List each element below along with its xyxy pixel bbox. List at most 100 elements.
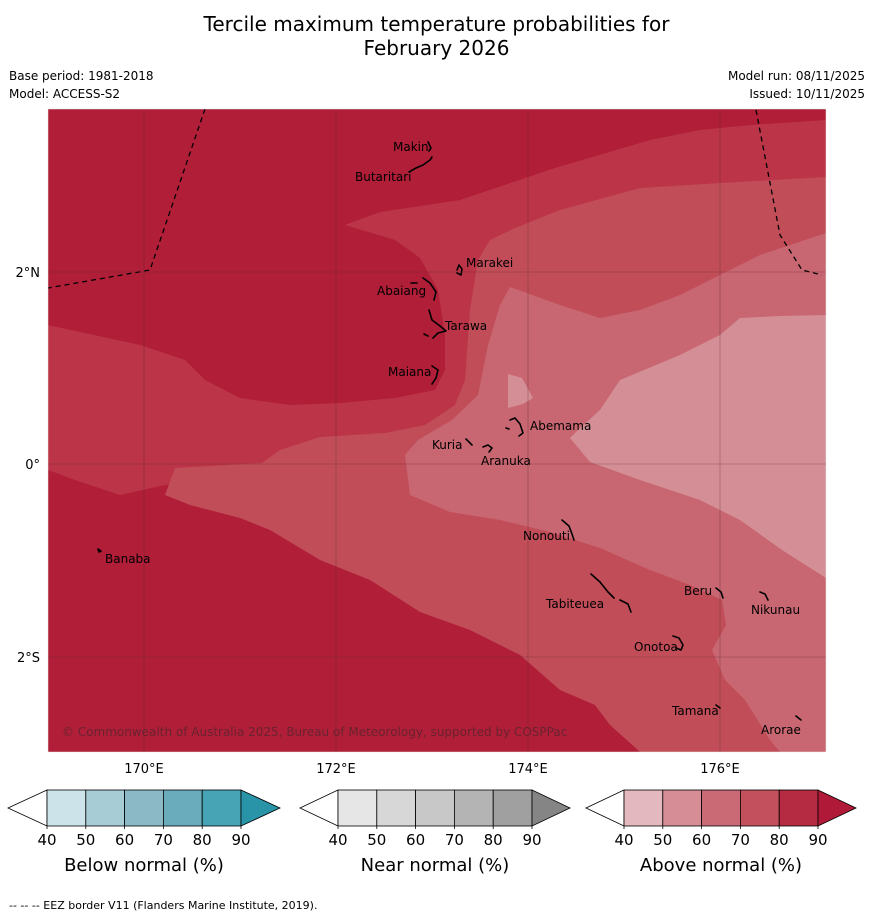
- island-outline-tarawa: [423, 309, 447, 339]
- colorbar-tick-label: 80: [770, 831, 789, 849]
- meta-left: Base period: 1981-2018 Model: ACCESS-S2: [9, 67, 154, 103]
- island-label-aranuka: Aranuka: [481, 454, 531, 468]
- island-outline-aranuka: [482, 444, 493, 453]
- issued-date: Issued: 10/11/2025: [749, 87, 865, 101]
- island-label-abemama: Abemama: [530, 419, 591, 433]
- meta-right: Model run: 08/11/2025 Issued: 10/11/2025: [728, 67, 865, 103]
- island-outline-tamana: [715, 704, 721, 709]
- colorbar-segment: [662, 789, 702, 827]
- colorbar-high-extension: [240, 789, 281, 827]
- colorbar-tick-label: 70: [445, 831, 464, 849]
- prob-band-50-east: [570, 315, 826, 578]
- colorbar-1: 40 50 60 70 80 90 Below normal (%): [7, 789, 281, 876]
- island-outline-maiana: [431, 365, 439, 385]
- island-label-maiana: Maiana: [388, 365, 431, 379]
- colorbar-low-extension: [585, 789, 625, 827]
- model-run: Model run: 08/11/2025: [727, 69, 865, 83]
- island-label-nikunau: Nikunau: [751, 603, 800, 617]
- eez-border: [48, 109, 823, 289]
- colorbar-tick-label: 70: [154, 831, 173, 849]
- colorbar-label: Above normal (%): [640, 855, 802, 876]
- colorbar-tick-label: 60: [115, 831, 134, 849]
- colorbar-tick-label: 60: [406, 831, 425, 849]
- colorbar-tick-label: 50: [367, 831, 386, 849]
- colorbar-2: 40 50 60 70 80 90 Near normal (%): [299, 789, 571, 876]
- latitude-labels: 2°N 0° 2°S: [16, 266, 41, 666]
- colorbar-segment: [337, 789, 378, 827]
- island-outline-abaiang: [410, 277, 437, 301]
- lat-tick-label: 2°S: [17, 651, 40, 666]
- lon-tick-label: 170°E: [124, 762, 164, 777]
- island-outline-tabiteuea: [590, 573, 632, 613]
- colorbar-tick-label: 50: [653, 831, 672, 849]
- colorbar-label: Below normal (%): [64, 855, 224, 876]
- island-label-makin: Makin: [393, 140, 429, 154]
- island-outline-beru: [715, 587, 724, 599]
- colorbar-tick-label: 90: [808, 831, 827, 849]
- island-outline-arorae: [795, 715, 802, 721]
- map-panel: [48, 109, 826, 752]
- graticule: [48, 109, 826, 752]
- island-label-onotoa: Onotoa: [634, 640, 678, 654]
- colorbar-segment: [85, 789, 126, 827]
- colorbar-tick-label: 80: [484, 831, 503, 849]
- prob-band-50-patch: [508, 374, 533, 408]
- legend-colorbars: 40 50 60 70 80 90 Below normal (%) 40 50 60 70 80 90…: [7, 789, 857, 876]
- lon-tick-label: 176°E: [700, 762, 740, 777]
- copyright-notice: © Commonwealth of Australia 2025, Bureau…: [62, 725, 567, 739]
- island-outline-kuria: [465, 438, 473, 446]
- island-label-banaba: Banaba: [105, 552, 151, 566]
- colorbar-segment: [162, 789, 203, 827]
- title-line-1: Tercile maximum temperature probabilitie…: [203, 12, 670, 36]
- colorbar-segment: [492, 789, 533, 827]
- colorbar-high-extension: [531, 789, 571, 827]
- colorbar-tick-label: 40: [37, 831, 56, 849]
- island-label-tamana: Tamana: [671, 704, 719, 718]
- colorbar-segment: [453, 789, 494, 827]
- colorbar-tick-label: 90: [231, 831, 250, 849]
- base-period: Base period: 1981-2018: [9, 69, 154, 83]
- colorbar-high-extension: [817, 789, 857, 827]
- island-label-tarawa: Tarawa: [444, 319, 487, 333]
- colorbar-tick-label: 90: [522, 831, 541, 849]
- colorbar-tick-label: 40: [614, 831, 633, 849]
- map-frame: [47, 108, 827, 753]
- island-label-marakei: Marakei: [466, 256, 513, 270]
- island-outline-nikunau: [759, 591, 769, 601]
- island-features: Makin Butaritari Marakei Abaiang Tarawa Maian…: [97, 140, 802, 737]
- island-label-abaiang: Abaiang: [377, 284, 426, 298]
- colorbar-tick-label: 60: [692, 831, 711, 849]
- colorbar-tick-label: 40: [328, 831, 347, 849]
- island-outline-butaritari: [408, 156, 433, 173]
- colorbar-segment: [201, 789, 242, 827]
- island-label-kuria: Kuria: [432, 438, 463, 452]
- island-outline-marakei: [456, 264, 463, 276]
- colorbar-low-extension: [299, 789, 339, 827]
- island-label-butaritari: Butaritari: [355, 170, 412, 184]
- island-outline-makin: [427, 141, 432, 152]
- lon-tick-label: 172°E: [316, 762, 356, 777]
- colorbar-label: Near normal (%): [361, 855, 510, 876]
- island-label-nonouti: Nonouti: [523, 529, 570, 543]
- colorbar-tick-label: 50: [76, 831, 95, 849]
- island-outline-nonouti: [561, 519, 575, 541]
- island-label-tabiteuea: Tabiteuea: [545, 597, 604, 611]
- colorbar-segment: [701, 789, 741, 827]
- colorbar-low-extension: [7, 789, 48, 827]
- colorbar-tick-label: 80: [193, 831, 212, 849]
- model-name: Model: ACCESS-S2: [9, 87, 121, 101]
- island-outline-abemama: [505, 417, 524, 437]
- island-outline-onotoa: [672, 635, 684, 651]
- colorbar-segment: [623, 789, 664, 827]
- lat-tick-label: 2°N: [16, 266, 41, 281]
- colorbar-segment: [124, 789, 164, 827]
- island-outline-banaba: [97, 548, 102, 553]
- lon-tick-label: 174°E: [508, 762, 548, 777]
- title-line-2: February 2026: [363, 36, 510, 60]
- colorbar-tick-label: 70: [731, 831, 750, 849]
- colorbar-segment: [740, 789, 780, 827]
- colorbar-segment: [376, 789, 416, 827]
- colorbar-3: 40 50 60 70 80 90 Above normal (%): [585, 789, 857, 876]
- island-label-beru: Beru: [684, 584, 712, 598]
